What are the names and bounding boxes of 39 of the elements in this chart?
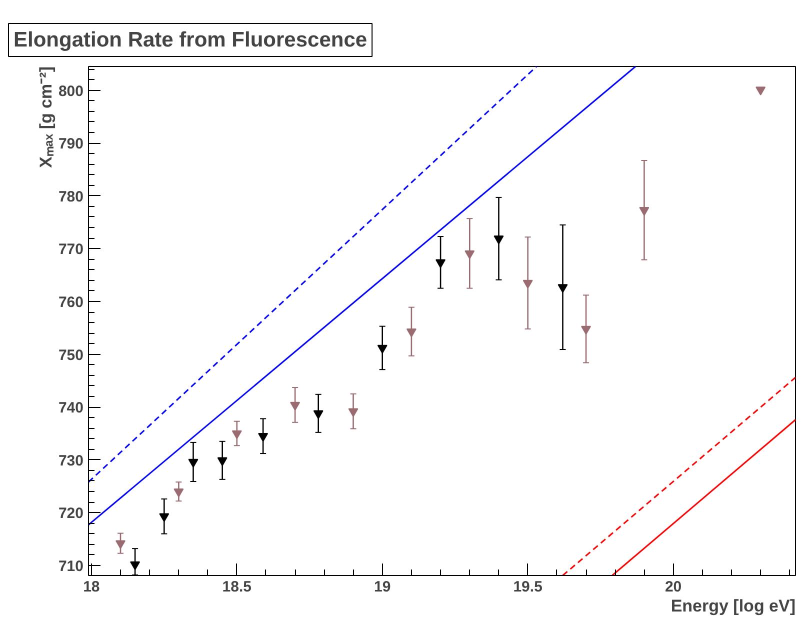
y-tick-label: 730 [58,452,84,470]
point [348,408,358,417]
point [290,402,300,411]
y-tick-label: 790 [58,136,84,153]
x-axis-title: Energy [log eV] [670,596,796,616]
y-tick-label: 780 [58,188,84,206]
point [232,430,242,440]
point [188,458,198,468]
x-tick-label: 18.5 [222,578,252,596]
y-tick-label: 720 [58,505,84,522]
point [522,280,533,289]
y-tick-label: 800 [58,82,84,100]
point [558,284,568,293]
point [174,488,184,498]
y-axis-title: Xₘₐₓ [g cm⁻²] [36,66,56,168]
x-tick-label: 18 [83,578,100,596]
point [159,513,170,522]
point [494,236,504,244]
point [639,207,650,216]
y-tick-label: 760 [58,294,84,311]
y-tick-label: 740 [58,400,84,417]
point [436,259,446,268]
point [377,344,388,354]
point [464,250,475,260]
point [258,433,268,442]
x-tick-label: 19.5 [513,578,542,596]
point [116,540,126,549]
point [130,561,140,570]
y-tick-label: 770 [58,241,84,258]
chart-title: Elongation Rate from Fluorescence [14,28,368,52]
point [756,86,766,96]
x-tick-label: 19 [374,578,391,596]
point [406,328,416,338]
y-tick-label: 750 [58,346,84,364]
point [217,457,228,466]
point [313,410,324,420]
y-tick-label: 710 [58,558,84,575]
x-tick-label: 20 [664,578,682,596]
point [581,326,592,335]
